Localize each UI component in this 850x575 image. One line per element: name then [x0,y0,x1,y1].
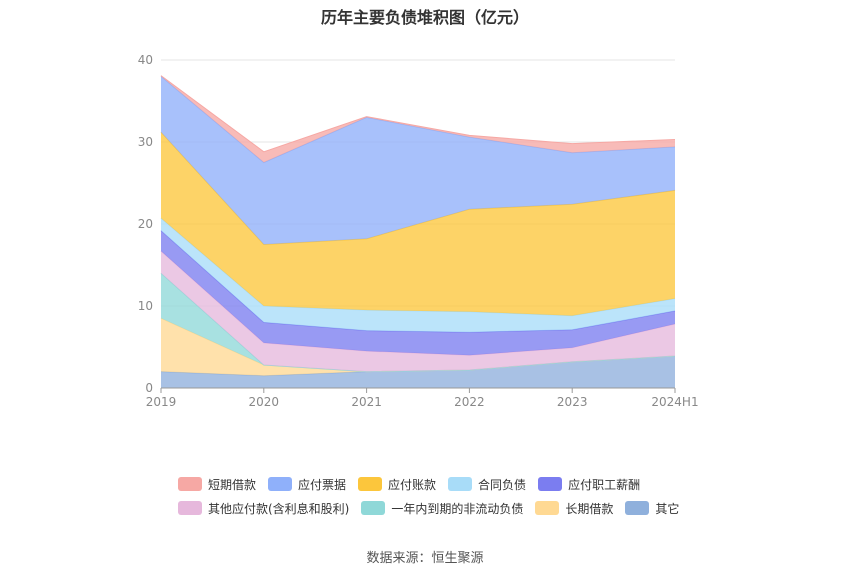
y-tick-label: 40 [138,53,153,67]
legend-item[interactable]: 应付账款 [358,476,436,493]
legend-swatch [358,477,383,491]
legend-item[interactable]: 应付职工薪酬 [538,476,640,493]
x-tick-label: 2019 [146,395,177,409]
legend: 短期借款 应付票据 应付账款 合同负债 应付职工薪酬 其他应付款(含利息和股利) 一年内到… [178,472,698,520]
legend-item[interactable]: 一年内到期的非流动负债 [361,500,523,517]
legend-row: 短期借款 应付票据 应付账款 合同负债 应付职工薪酬 [178,472,698,496]
legend-swatch [361,501,386,515]
legend-label: 合同负债 [478,477,527,492]
legend-label: 应付账款 [388,477,437,492]
legend-swatch [178,477,202,491]
area-series [160,75,676,388]
legend-item[interactable]: 短期借款 [178,476,256,493]
legend-swatch [178,501,202,515]
legend-row: 其他应付款(含利息和股利) 一年内到期的非流动负债 长期借款 其它 [178,496,698,520]
area-series-line-8 [160,75,676,153]
y-tick-label: 10 [138,299,153,313]
area-series-7 [161,76,675,245]
legend-item[interactable]: 其他应付款(含利息和股利) [178,500,349,517]
legend-swatch [448,477,473,491]
legend-swatch [535,501,560,515]
legend-item[interactable]: 合同负债 [448,476,526,493]
legend-label: 其它 [655,501,680,516]
legend-item[interactable]: 其它 [625,500,679,517]
area-series-1 [161,318,675,376]
x-tick-label: 2024H1 [651,395,698,409]
x-tick-label: 2020 [249,395,280,409]
y-tick-label: 20 [138,217,153,231]
legend-label: 短期借款 [208,477,257,492]
legend-label: 应付职工薪酬 [568,477,641,492]
legend-item[interactable]: 长期借款 [535,500,613,517]
legend-swatch [538,477,563,491]
legend-label: 长期借款 [565,501,614,516]
legend-item[interactable]: 应付票据 [268,476,346,493]
legend-swatch [625,501,650,515]
chart-title: 历年主要负债堆积图（亿元） [320,8,529,27]
x-tick-label: 2021 [351,395,382,409]
x-tick-label: 2023 [557,395,588,409]
legend-label: 应付票据 [298,477,347,492]
legend-label: 其他应付款(含利息和股利) [208,501,350,516]
legend-swatch [268,477,293,491]
legend-label: 一年内到期的非流动负债 [391,501,524,516]
axes: 0 10 20 30 40 2019 2020 2021 2022 2023 2024H1 [138,53,699,409]
y-tick-label: 0 [145,381,153,395]
y-tick-label: 30 [138,135,153,149]
x-tick-label: 2022 [454,395,485,409]
data-source-note: 数据来源：恒生聚源 [366,551,484,566]
